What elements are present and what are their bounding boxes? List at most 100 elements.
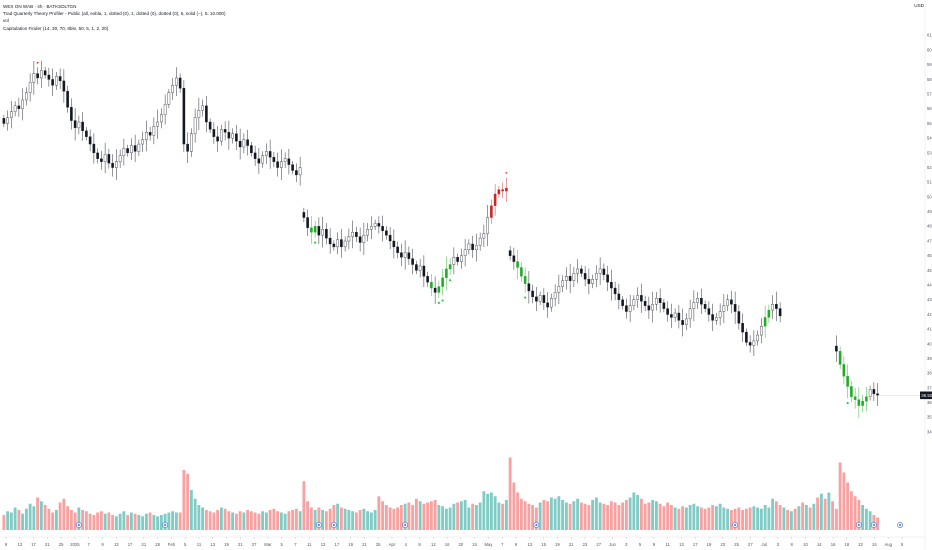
volume-bar bbox=[253, 512, 257, 530]
volume-bar bbox=[88, 513, 92, 530]
candle-body bbox=[838, 351, 842, 365]
candle-body bbox=[201, 105, 204, 111]
chart-legend: WEX ON WAB · 4h · BATKSDLTGN Trad Quarte… bbox=[3, 3, 226, 32]
candle-body bbox=[696, 298, 699, 303]
candle-body bbox=[850, 386, 853, 397]
candle-body bbox=[711, 314, 714, 321]
candle-body bbox=[36, 73, 39, 79]
price-tick-label: 42.00 bbox=[927, 312, 932, 317]
volume-bar bbox=[197, 505, 201, 530]
volume-bar bbox=[748, 507, 752, 530]
volume-bar bbox=[403, 503, 407, 530]
candle-body bbox=[366, 229, 369, 236]
time-tick-label: 19 bbox=[707, 542, 712, 547]
volume-bar bbox=[576, 498, 580, 530]
volume-bar bbox=[868, 511, 872, 530]
volume-bar bbox=[141, 516, 145, 530]
candle-body bbox=[715, 317, 718, 321]
price-tick-label: 55.00 bbox=[927, 121, 932, 126]
volume-bar bbox=[643, 503, 647, 530]
symbol-title[interactable]: WEX ON WAB · 4h · BATKSDLTGN bbox=[3, 4, 77, 9]
candle-body bbox=[722, 305, 726, 312]
candle-body bbox=[100, 158, 103, 162]
candle-body bbox=[107, 154, 111, 164]
volume-bar bbox=[534, 507, 538, 530]
volume-bar bbox=[639, 498, 643, 530]
candle-body bbox=[643, 301, 647, 306]
time-tick-label: 28 bbox=[155, 542, 160, 547]
volume-bar bbox=[812, 503, 816, 530]
volume-bar bbox=[523, 501, 527, 530]
candle-body bbox=[568, 276, 572, 281]
candle-body bbox=[426, 276, 429, 283]
candle-body bbox=[677, 312, 681, 321]
price-tick-label: 60.00 bbox=[927, 47, 932, 52]
candle-body bbox=[688, 308, 692, 320]
buy-signal-marker bbox=[524, 296, 527, 299]
volume-bar bbox=[358, 510, 362, 530]
badge-layer: 36.50 bbox=[877, 391, 932, 400]
candle-body bbox=[733, 304, 737, 312]
candle-body bbox=[328, 237, 332, 245]
candle-body bbox=[21, 99, 24, 109]
candle-body bbox=[441, 277, 444, 287]
candle-body bbox=[6, 117, 9, 124]
time-axis[interactable]: 9 13 17 21 25 2025 7 9 13 17 21 28 Feb 5 11 13 19 21 27 Mar… bbox=[5, 537, 904, 547]
volume-bar bbox=[849, 491, 853, 530]
volume-bar bbox=[298, 511, 302, 530]
indicator-legend-3[interactable]: Capitulation Finder (14, 30, 70, 8ble, 5… bbox=[3, 25, 109, 31]
volume-bar bbox=[786, 510, 790, 530]
indicator-legend-1[interactable]: Trad Quarterly Theory Profiler - Public … bbox=[3, 11, 226, 17]
candle-body bbox=[25, 92, 28, 101]
volume-bar bbox=[846, 482, 850, 530]
candle-body bbox=[238, 140, 242, 148]
volume-bar bbox=[54, 510, 58, 530]
candle-body bbox=[32, 73, 36, 83]
volume-bar bbox=[763, 505, 767, 530]
time-tick-label: 13 bbox=[679, 542, 684, 547]
volume-bar bbox=[47, 508, 51, 530]
candle-body bbox=[415, 264, 418, 271]
indicator-legend-2[interactable]: vol bbox=[3, 18, 9, 24]
volume-bar bbox=[767, 507, 771, 530]
candle-body bbox=[576, 268, 579, 274]
volume-bar bbox=[422, 503, 426, 530]
volume-bar bbox=[819, 493, 823, 530]
volume-bar bbox=[703, 508, 707, 530]
candle-body bbox=[212, 129, 216, 137]
time-tick-label: 16 bbox=[831, 542, 836, 547]
candle-body bbox=[512, 255, 516, 262]
volume-bar bbox=[707, 507, 711, 530]
volume-bar bbox=[876, 517, 880, 530]
candle-body bbox=[572, 273, 576, 281]
volume-bar bbox=[493, 496, 497, 530]
volume-bar bbox=[238, 511, 242, 530]
candle-body bbox=[133, 145, 137, 152]
volume-bar bbox=[602, 503, 606, 530]
candle-body bbox=[321, 229, 324, 236]
time-tick-label: Jun bbox=[609, 542, 616, 547]
volume-bar bbox=[257, 513, 261, 530]
volume-bar bbox=[486, 493, 490, 530]
price-axis[interactable]: 61.00 60.00 59.00 58.00 57.00 56.00 55.00 54.00… bbox=[927, 33, 932, 435]
time-tick-label: 4 bbox=[405, 542, 408, 547]
candle-body bbox=[700, 298, 703, 305]
sell-signal-marker bbox=[36, 62, 39, 65]
time-tick-label: 27 bbox=[596, 542, 601, 547]
volume-bar bbox=[864, 508, 868, 530]
volume-bar bbox=[759, 508, 763, 530]
candle-body bbox=[598, 268, 602, 274]
volume-bar bbox=[332, 505, 336, 530]
volume-bar bbox=[17, 510, 21, 530]
volume-bar bbox=[216, 510, 220, 530]
candle-body bbox=[268, 151, 272, 158]
candle-body bbox=[707, 308, 711, 315]
candle-body bbox=[272, 157, 276, 162]
event-circle-dot bbox=[899, 523, 902, 527]
candle-body bbox=[306, 217, 309, 228]
volume-bar bbox=[591, 500, 595, 530]
candle-body bbox=[325, 229, 328, 239]
price-tick-label: 47.00 bbox=[927, 238, 932, 243]
candle-body bbox=[835, 345, 838, 352]
